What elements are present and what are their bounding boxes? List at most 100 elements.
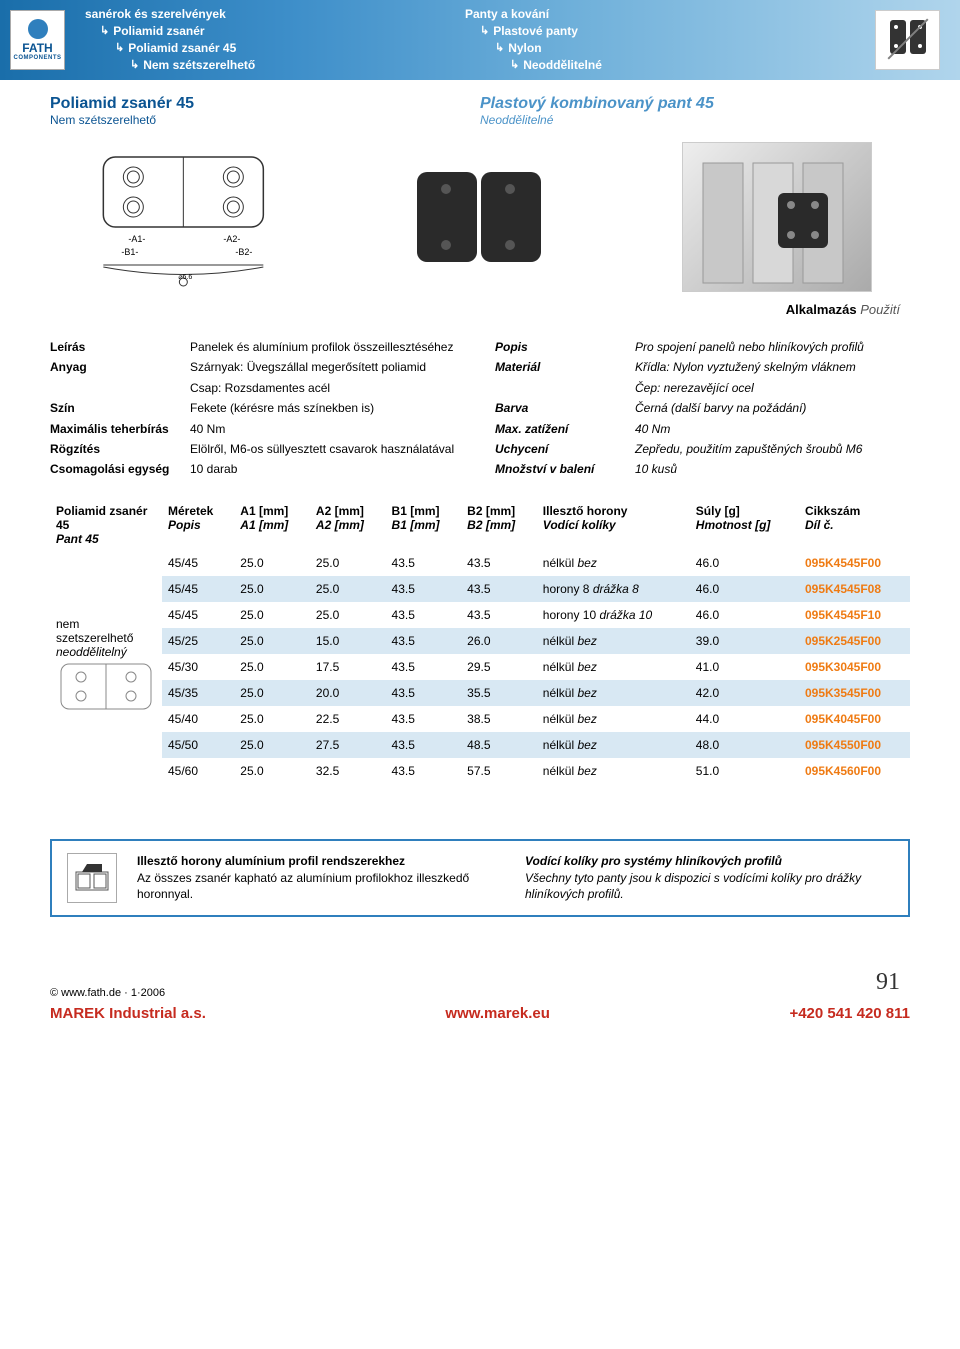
table-cell: 45/45 (162, 602, 234, 628)
description-label: Szín (50, 398, 190, 418)
table-row: 45/6025.032.543.557.5nélkül bez51.0095K4… (50, 758, 910, 784)
image-row: -A1- -A2- -B1- -B2- ⌀6.6 (0, 132, 960, 302)
breadcrumb-item: sanérok és szerelvények (85, 6, 465, 23)
note-box: Illesztő horony alumínium profil rendsze… (50, 839, 910, 917)
description-row: MateriálKřídla: Nylon vyztužený skelným … (495, 357, 910, 377)
table-cell: 57.5 (461, 758, 537, 784)
description-value: Čep: nerezavějící ocel (635, 378, 910, 398)
table-cell: 48.5 (461, 732, 537, 758)
table-cell: 26.0 (461, 628, 537, 654)
note-body-hu: Az összes zsanér kapható az alumínium pr… (137, 870, 505, 904)
title-cz: Plastový kombinovaný pant 45 (480, 95, 910, 113)
description-label: Anyag (50, 357, 190, 377)
table-cell: 095K4545F08 (799, 576, 910, 602)
breadcrumb-item: Neoddělitelné (465, 57, 745, 74)
description-value: Szárnyak: Üvegszállal megerősített polia… (190, 357, 465, 377)
description-value: Pro spojení panelů nebo hliníkových prof… (635, 337, 910, 357)
table-cell: 43.5 (386, 628, 462, 654)
table-cell: nélkül bez (537, 550, 690, 576)
table-cell: 22.5 (310, 706, 386, 732)
footer-url: www.marek.eu (445, 1005, 550, 1022)
table-row: nem szetszerelhető neoddělitelný45/4525.… (50, 550, 910, 576)
breadcrumb-left: sanérok és szerelvényekPoliamid zsanérPo… (85, 6, 465, 73)
table-cell: 51.0 (690, 758, 799, 784)
table-row: 45/4525.025.043.543.5horony 8 drážka 846… (50, 576, 910, 602)
description-label: Uchycení (495, 439, 635, 459)
svg-text:-B2-: -B2- (235, 247, 252, 257)
table-first-label: nem szetszerelhető neoddělitelný (56, 617, 156, 659)
table-body: nem szetszerelhető neoddělitelný45/4525.… (50, 550, 910, 784)
description-label: Materiál (495, 357, 635, 377)
table-cell: 25.0 (310, 602, 386, 628)
table-cell: 25.0 (234, 602, 310, 628)
table-cell: 43.5 (386, 680, 462, 706)
table-cell: 43.5 (461, 576, 537, 602)
table-cell: 41.0 (690, 654, 799, 680)
table-header-cell: Poliamid zsanér 45Pant 45 (50, 500, 162, 550)
technical-drawing: -A1- -A2- -B1- -B2- ⌀6.6 (50, 142, 317, 292)
table-cell: 15.0 (310, 628, 386, 654)
table-cell: 43.5 (386, 576, 462, 602)
breadcrumb-item: Panty a kování (465, 6, 745, 23)
table-header-row: Poliamid zsanér 45Pant 45MéretekPopisA1 … (50, 500, 910, 550)
copyright: © www.fath.de · 1·2006 (50, 987, 910, 999)
table-cell: 27.5 (310, 732, 386, 758)
description-row: AnyagSzárnyak: Üvegszállal megerősített … (50, 357, 465, 377)
table-cell: 43.5 (386, 654, 462, 680)
description-row: BarvaČerná (další barvy na požádání) (495, 398, 910, 418)
description-value: Fekete (kérésre más színekben is) (190, 398, 465, 418)
table-cell: horony 10 drážka 10 (537, 602, 690, 628)
table-cell: nélkül bez (537, 628, 690, 654)
footer-company: MAREK Industrial a.s. (50, 1005, 206, 1022)
footer: © www.fath.de · 1·2006 91 MAREK Industri… (0, 947, 960, 1042)
logo-brand: FATH (22, 41, 52, 55)
table-header-cell: B1 [mm]B1 [mm] (386, 500, 462, 550)
description-row: LeírásPanelek és alumínium profilok össz… (50, 337, 465, 357)
table-cell: 25.0 (234, 706, 310, 732)
description-value: 10 kusů (635, 459, 910, 479)
table-cell: 45/35 (162, 680, 234, 706)
subtitle-cz: Neoddělitelné (480, 113, 910, 127)
table-cell: 35.5 (461, 680, 537, 706)
description-value: Elölről, M6-os süllyesztett csavarok has… (190, 439, 465, 459)
note-col-hu: Illesztő horony alumínium profil rendsze… (137, 853, 505, 903)
table-cell: nélkül bez (537, 680, 690, 706)
table-cell: 25.0 (310, 576, 386, 602)
table-cell: 095K4545F00 (799, 550, 910, 576)
note-icon (67, 853, 117, 903)
product-table: Poliamid zsanér 45Pant 45MéretekPopisA1 … (50, 500, 910, 784)
product-table-wrap: Poliamid zsanér 45Pant 45MéretekPopisA1 … (0, 500, 960, 809)
description-label: Popis (495, 337, 635, 357)
title-hu: Poliamid zsanér 45 (50, 95, 480, 113)
note-title-cz: Vodící kolíky pro systémy hliníkových pr… (525, 853, 893, 870)
table-cell: 45/25 (162, 628, 234, 654)
table-cell: nélkül bez (537, 654, 690, 680)
table-cell: 095K4560F00 (799, 758, 910, 784)
table-cell: 38.5 (461, 706, 537, 732)
table-cell: nem szetszerelhető neoddělitelný (50, 550, 162, 784)
breadcrumb-item: Poliamid zsanér (85, 23, 465, 40)
table-cell: 17.5 (310, 654, 386, 680)
description-label: Množství v balení (495, 459, 635, 479)
table-cell: 25.0 (234, 680, 310, 706)
table-cell: 32.5 (310, 758, 386, 784)
table-cell: 25.0 (234, 654, 310, 680)
footer-phone: +420 541 420 811 (789, 1005, 910, 1022)
description-row: UchyceníZepředu, použitím zapuštěných šr… (495, 439, 910, 459)
table-cell: 45/40 (162, 706, 234, 732)
table-cell: nélkül bez (537, 758, 690, 784)
table-cell: nélkül bez (537, 706, 690, 732)
table-header-cell: A2 [mm]A2 [mm] (310, 500, 386, 550)
application-render (643, 142, 910, 292)
breadcrumb-item: Plastové panty (465, 23, 745, 40)
table-cell: 095K2545F00 (799, 628, 910, 654)
table-header-cell: MéretekPopis (162, 500, 234, 550)
description-row: Maximális teherbírás40 Nm (50, 419, 465, 439)
description-label (495, 378, 635, 398)
table-row: 45/5025.027.543.548.5nélkül bez48.0095K4… (50, 732, 910, 758)
subtitle-hu: Nem szétszerelhető (50, 113, 480, 127)
note-col-cz: Vodící kolíky pro systémy hliníkových pr… (525, 853, 893, 903)
description-label: Leírás (50, 337, 190, 357)
page-number: 91 (876, 969, 900, 996)
description-label: Csomagolási egység (50, 459, 190, 479)
